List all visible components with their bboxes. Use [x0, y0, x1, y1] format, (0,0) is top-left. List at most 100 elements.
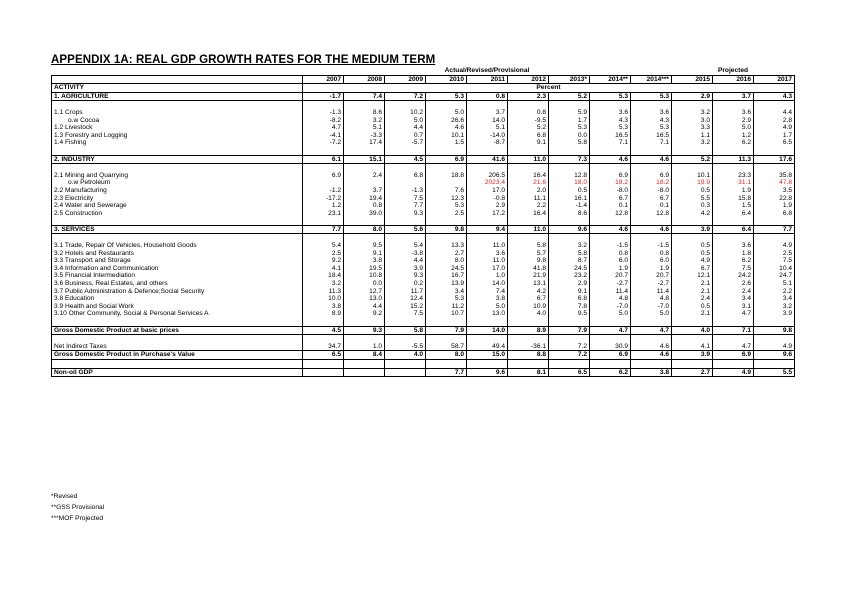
- value-cell: 9.6: [753, 350, 795, 360]
- value-cell: 8.6: [548, 209, 590, 218]
- table-row: Net Indirect Taxes 34.7 1.0 -5.5 58.7 49.4 -36…: [51, 342, 795, 351]
- spacer-cell: [548, 359, 590, 369]
- value-cell: 4.8: [589, 295, 631, 303]
- value-cell: 6.4: [712, 209, 754, 218]
- value-cell: 3.9: [671, 224, 713, 235]
- spacer-cell: [712, 359, 754, 369]
- value-cell: 7.9: [548, 325, 590, 336]
- value-cell: 3.7: [712, 91, 754, 102]
- spacer-cell: [548, 100, 590, 109]
- table-row: 1.1 Crops -1.3 8.6 10.2 5.0 3.7 0.8 5.9 3.6 3.6 3.…: [51, 108, 795, 117]
- table-row: 3.10 Other Community, Social & Personal …: [51, 310, 795, 318]
- value-cell: 4.7: [589, 325, 631, 336]
- spacer-cell: [712, 146, 754, 156]
- value-cell: 1.0: [466, 272, 508, 281]
- value-cell: 3.5: [753, 186, 795, 195]
- value-cell: 6.8: [507, 131, 549, 140]
- value-cell: 5.2: [671, 154, 713, 165]
- value-cell: 16.1: [548, 194, 590, 203]
- value-cell: 34.7: [302, 342, 344, 351]
- value-cell: 4.0: [507, 310, 549, 318]
- footnotes: *Revised **GSS Provisional ***MOF Projec…: [51, 491, 104, 524]
- value-cell: 6.2: [712, 139, 754, 147]
- value-cell: 18.8: [425, 171, 467, 180]
- footnote: ***MOF Projected: [51, 515, 104, 522]
- page-title: APPENDIX 1A: REAL GDP GROWTH RATES FOR T…: [51, 54, 436, 66]
- activity-header-row: ACTIVITY Percent: [51, 83, 795, 93]
- year-header: 2007: [302, 74, 344, 85]
- value-cell: 49.4: [466, 342, 508, 351]
- spacer-cell: [466, 334, 508, 343]
- value-cell: -1.3: [384, 186, 426, 195]
- spacer-cell: [548, 217, 590, 226]
- value-cell: 2.8: [753, 116, 795, 125]
- spacer-cell: [712, 334, 754, 343]
- value-cell: 3.8: [466, 295, 508, 303]
- value-cell: 5.0: [630, 310, 672, 318]
- spacer-cell: [51, 318, 303, 327]
- value-cell: 2.4: [671, 295, 713, 303]
- value-cell: 8.4: [343, 350, 385, 360]
- value-cell: 23.3: [712, 171, 754, 180]
- value-cell: 17.6: [753, 154, 795, 165]
- value-cell: 1.0: [343, 342, 385, 351]
- value-cell: 7.5: [384, 194, 426, 203]
- value-cell: 0.7: [384, 131, 426, 140]
- spacer-cell: [589, 146, 631, 156]
- spacer-cell: [548, 163, 590, 172]
- value-cell: 7.5: [384, 310, 426, 318]
- value-cell: 9.3: [384, 272, 426, 281]
- value-cell: -1.4: [548, 202, 590, 210]
- spacer-row: [51, 233, 795, 243]
- value-cell: 9.3: [343, 325, 385, 336]
- value-cell: 4.3: [630, 116, 672, 125]
- value-cell: 5.0: [425, 108, 467, 117]
- spacer-cell: [343, 233, 385, 243]
- table-row: 1.2 Livestock 4.7 5.1 4.4 4.6 5.1 5.2 5.3 5.3 5.3…: [51, 124, 795, 132]
- row-label: 1.4 Fishing: [51, 139, 303, 147]
- value-cell: 3.9: [671, 350, 713, 360]
- table-row: 3.4 Information and Communication 4.1 19.5…: [51, 264, 795, 273]
- value-cell: 5.2: [548, 91, 590, 102]
- value-cell: 4.5: [302, 325, 344, 336]
- spacer-cell: [466, 163, 508, 172]
- value-cell: 5.6: [384, 224, 426, 235]
- spacer-cell: [51, 163, 303, 172]
- value-cell: 6.8: [753, 209, 795, 218]
- value-cell: 3.4: [753, 295, 795, 303]
- table-row: 2.4 Water and Sewerage 1.2 0.8 7.7 5.3 2.9 2.2…: [51, 202, 795, 210]
- spacer-cell: [589, 318, 631, 327]
- value-cell: 14.0: [466, 280, 508, 288]
- activity-header: ACTIVITY: [51, 83, 303, 93]
- value-cell: 5.0: [712, 124, 754, 132]
- table-row: 2.1 Mining and Quarrying 6.9 2.4 6.8 18.8 206…: [51, 171, 795, 180]
- value-cell: 3.9: [384, 264, 426, 273]
- value-cell: 2.6: [712, 280, 754, 288]
- value-cell: 4.7: [712, 310, 754, 318]
- value-cell: 4.4: [343, 302, 385, 311]
- spacer-cell: [630, 217, 672, 226]
- year-header: 2009: [384, 74, 426, 85]
- value-cell: 9.8: [753, 325, 795, 336]
- spacer-row: [51, 334, 795, 343]
- spacer-row: [51, 100, 795, 109]
- value-cell: 6.7: [630, 194, 672, 203]
- row-label: 2.3 Electricity: [51, 194, 303, 203]
- value-cell: 12.7: [343, 287, 385, 296]
- value-cell: 23.1: [302, 209, 344, 218]
- value-cell: 5.5: [753, 367, 795, 378]
- value-cell: [343, 367, 385, 378]
- spacer-cell: [384, 163, 426, 172]
- spacer-cell: [507, 334, 549, 343]
- value-cell: 0.8: [466, 91, 508, 102]
- value-cell: 9.8: [425, 224, 467, 235]
- value-cell: 19.9: [671, 179, 713, 187]
- spacer-cell: [507, 100, 549, 109]
- spacer-cell: [507, 146, 549, 156]
- value-cell: 7.9: [425, 325, 467, 336]
- table-row: 1.3 Forestry and Logging -4.1 -3.3 0.7 10.1-…: [51, 131, 795, 140]
- blank-cell: [51, 74, 303, 85]
- value-cell: 4.4: [384, 257, 426, 265]
- value-cell: 7.1: [630, 139, 672, 147]
- value-cell: 0.1: [589, 202, 631, 210]
